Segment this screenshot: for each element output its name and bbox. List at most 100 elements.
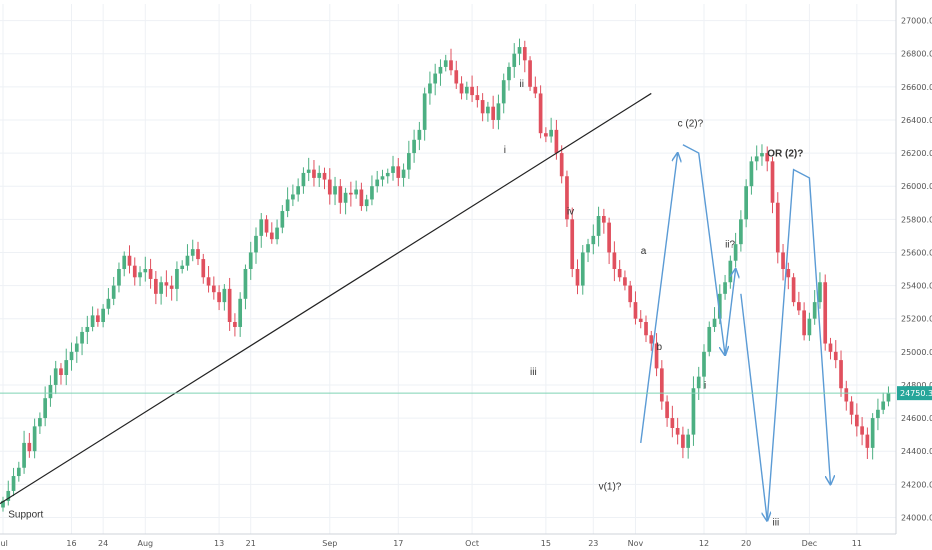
candle: [744, 179, 748, 228]
candle-body: [586, 244, 590, 253]
candle-body: [844, 388, 849, 402]
candle: [707, 321, 712, 357]
candle-body: [670, 418, 675, 428]
candle-body: [512, 53, 517, 67]
candle-body: [480, 100, 485, 114]
candle: [85, 315, 90, 345]
candle-body: [349, 192, 353, 195]
candle: [127, 245, 132, 274]
candle-body: [90, 315, 95, 327]
candle: [760, 144, 764, 166]
candle-body: [517, 47, 522, 54]
candle-body: [317, 172, 322, 178]
candle: [501, 73, 506, 114]
x-tick-label: Dec: [802, 539, 817, 548]
candle-body: [749, 161, 754, 187]
candle: [670, 405, 675, 438]
y-tick-label: 24800.00: [901, 381, 932, 390]
candle: [364, 194, 369, 212]
candle-body: [280, 211, 285, 228]
candle: [22, 430, 26, 474]
candle-body: [396, 166, 401, 178]
candle: [470, 75, 474, 103]
candle: [876, 398, 880, 431]
candle-body: [338, 186, 343, 203]
candle: [206, 266, 211, 293]
candle-body: [428, 83, 432, 94]
candle: [285, 187, 290, 218]
candle: [254, 227, 258, 264]
candle-body: [464, 86, 469, 94]
candle-body: [364, 199, 369, 207]
candle-body: [385, 172, 390, 177]
annotation-label: OR (2)?: [767, 148, 803, 159]
x-tick-label: 11: [852, 539, 862, 548]
candle-body: [612, 252, 617, 269]
candle-body: [327, 179, 332, 195]
wave-path[interactable]: [724, 269, 736, 356]
candle-body: [69, 351, 74, 361]
candle: [406, 140, 411, 179]
candle: [396, 158, 401, 187]
candle: [354, 180, 358, 199]
candle: [770, 156, 775, 214]
candle: [602, 208, 606, 234]
candle-body: [127, 255, 132, 266]
candle-body: [644, 322, 648, 336]
candle-body: [190, 249, 195, 256]
candle-body: [259, 219, 264, 236]
annotation-label: iii: [530, 367, 537, 378]
wave-path[interactable]: [766, 168, 830, 521]
wave-path[interactable]: [640, 153, 678, 443]
candle: [522, 40, 527, 73]
candle-body: [733, 244, 738, 261]
candle: [306, 157, 311, 182]
candle: [638, 310, 643, 329]
candle: [196, 241, 200, 266]
candle-body: [739, 219, 743, 245]
candle: [59, 363, 63, 385]
x-tick-label: 21: [246, 539, 256, 548]
candle-body: [74, 343, 79, 352]
wave-path[interactable]: [682, 144, 725, 355]
candle-body: [638, 318, 643, 322]
candle-body: [802, 310, 806, 336]
candle-body: [85, 326, 90, 332]
annotation-label: iv: [567, 206, 574, 217]
candle: [101, 304, 105, 328]
x-tick-label: 20: [741, 539, 751, 548]
candle-body: [43, 398, 48, 419]
candle-body: [132, 265, 137, 278]
x-tick-label: 17: [393, 539, 403, 548]
candle-body: [786, 269, 791, 278]
candle-body: [797, 302, 801, 311]
candle-body: [222, 288, 227, 303]
candle-body: [227, 288, 232, 322]
candle-body: [617, 269, 622, 278]
candle-body: [881, 401, 886, 410]
candle: [533, 76, 538, 99]
wave-path[interactable]: [740, 293, 767, 521]
candle: [32, 418, 37, 459]
candle-body: [860, 426, 864, 435]
candle-body: [760, 153, 764, 157]
candle: [169, 275, 174, 301]
candle: [607, 217, 611, 265]
y-tick-label: 25200.00: [901, 315, 932, 324]
candle: [359, 182, 364, 211]
candle: [775, 192, 780, 264]
candle: [686, 428, 691, 459]
candle: [844, 380, 849, 411]
candle: [296, 178, 300, 202]
support-trendline[interactable]: [0, 92, 652, 505]
candle-body: [291, 194, 295, 200]
candle: [385, 168, 390, 184]
candle: [175, 261, 179, 302]
candle: [464, 81, 469, 100]
candle-body: [175, 269, 179, 289]
annotation-label: c (2)?: [678, 119, 704, 130]
candle-body: [754, 156, 759, 162]
candle: [180, 260, 185, 274]
y-tick-label: 25400.00: [901, 282, 932, 291]
